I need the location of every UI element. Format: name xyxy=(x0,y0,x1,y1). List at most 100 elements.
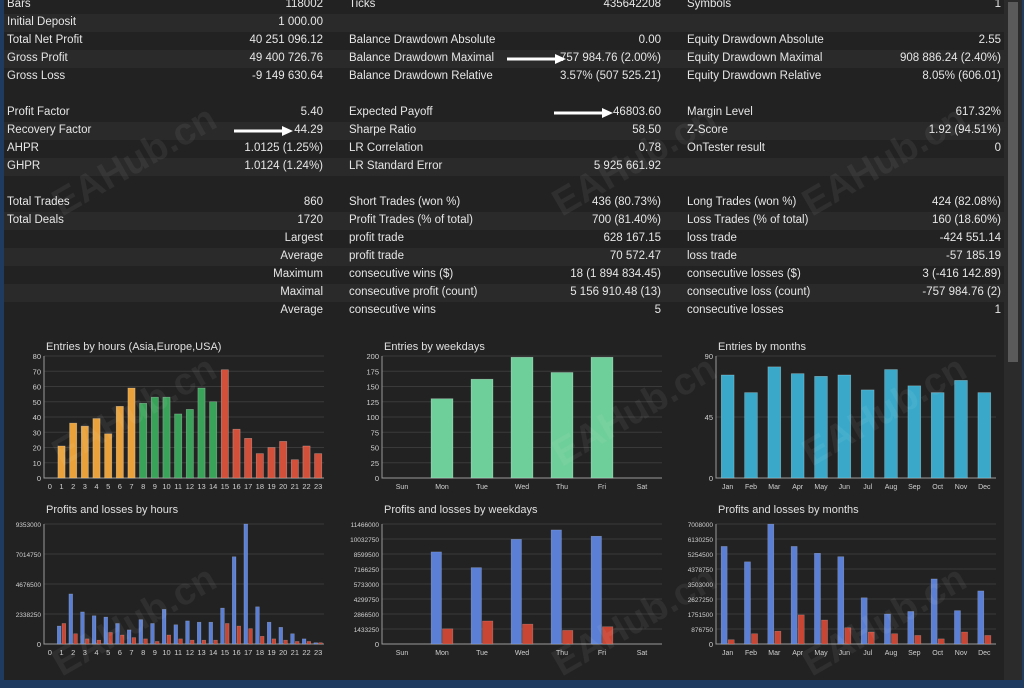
bar xyxy=(185,409,194,479)
stats-row: Maximal consecutive profit (count) 5 156 9… xyxy=(4,284,1004,302)
profit-bar xyxy=(430,551,442,645)
x-tick-label: 14 xyxy=(209,482,217,491)
loss-bar xyxy=(201,639,206,645)
x-tick-label: 5 xyxy=(106,482,110,491)
x-tick-label: 17 xyxy=(244,648,252,657)
x-tick-label: 4 xyxy=(94,482,98,491)
bar xyxy=(209,401,218,479)
x-tick-label: 15 xyxy=(221,482,229,491)
y-tick-label: 50 xyxy=(371,444,379,453)
bar xyxy=(104,433,113,479)
x-tick-label: Mon xyxy=(435,484,449,491)
stats-row: Profit Factor 5.40 Expected Payoff 46803.60… xyxy=(4,104,1004,122)
x-tick-label: 23 xyxy=(314,482,322,491)
y-tick-label: 0 xyxy=(709,640,713,649)
y-tick-label: 5733000 xyxy=(354,582,380,589)
vertical-scrollbar[interactable] xyxy=(1004,0,1022,680)
profit-bar xyxy=(290,633,295,645)
y-tick-label: 2338250 xyxy=(16,612,42,619)
y-tick-label: 1433250 xyxy=(354,627,380,634)
scrollbar-thumb[interactable] xyxy=(1008,2,1018,362)
profit-bar xyxy=(127,629,132,645)
stat-label: consecutive wins ($) xyxy=(349,268,454,280)
stat-label: GHPR xyxy=(7,160,41,172)
x-tick-label: 4 xyxy=(94,648,98,657)
y-tick-label: 125 xyxy=(366,398,379,407)
y-tick-label: 0 xyxy=(375,640,379,649)
profit-bar xyxy=(720,546,728,645)
stat-value: 424 (82.08%) xyxy=(931,196,1001,208)
x-tick-label: 20 xyxy=(279,648,287,657)
profit-bar xyxy=(550,529,562,645)
profit-bar xyxy=(185,620,190,645)
y-tick-label: 3503000 xyxy=(688,582,714,589)
loss-bar xyxy=(797,614,805,645)
x-tick-label: 17 xyxy=(244,482,252,491)
chart-axes xyxy=(43,356,324,479)
x-tick-label: 10 xyxy=(162,482,170,491)
y-tick-label: 40 xyxy=(33,413,41,422)
bar xyxy=(930,392,945,479)
chart-title: Profits and losses by months xyxy=(718,504,859,516)
profit-bar xyxy=(767,523,775,645)
x-tick-label: Sat xyxy=(637,650,648,657)
x-tick-label: Sun xyxy=(396,650,409,657)
bar xyxy=(510,356,534,479)
stats-row: Gross Loss -9 149 630.64 Balance Drawdown … xyxy=(4,68,1004,86)
chart-svg: 0 1433250 2866500 4299750 5733000 7166250 8599… xyxy=(350,522,662,657)
chart-panel: Profits and losses by months 0 876750 17515… xyxy=(680,498,1004,666)
profit-bar xyxy=(68,593,73,645)
annotation-arrow-icon xyxy=(554,108,613,118)
stat-value: 5 156 910.48 (13) xyxy=(570,286,661,298)
x-tick-label: Nov xyxy=(955,484,968,491)
loss-bar xyxy=(602,626,614,645)
y-tick-label: 150 xyxy=(366,383,379,392)
stat-label: Equity Drawdown Maximal xyxy=(687,52,823,64)
loss-bar xyxy=(306,641,311,645)
stat-label: Margin Level xyxy=(687,106,753,118)
x-tick-label: 1 xyxy=(59,482,63,491)
stat-label: LR Correlation xyxy=(349,142,424,154)
profit-bar xyxy=(744,561,751,645)
stat-label: Ticks xyxy=(349,0,376,10)
loss-bar xyxy=(190,639,195,645)
y-tick-label: 4299750 xyxy=(354,597,380,604)
stat-value: 49 400 726.76 xyxy=(249,52,323,64)
chart-axes xyxy=(715,356,996,479)
x-tick-label: 7 xyxy=(129,482,133,491)
y-tick-label: 90 xyxy=(705,352,713,361)
bar xyxy=(314,453,323,479)
profit-bar xyxy=(814,552,821,645)
bar xyxy=(197,387,206,479)
stat-label: Equity Drawdown Absolute xyxy=(687,34,824,46)
stat-label: Symbols xyxy=(687,0,732,10)
y-tick-label: 60 xyxy=(33,383,41,392)
x-tick-label: Dec xyxy=(978,484,991,491)
x-tick-label: Aug xyxy=(885,484,898,491)
y-tick-label: 7166250 xyxy=(354,567,380,574)
profit-bar xyxy=(115,623,120,645)
loss-bar xyxy=(442,628,454,645)
stat-value: 2.55 xyxy=(978,34,1001,46)
loss-bar xyxy=(143,638,148,645)
x-tick-label: Fri xyxy=(598,484,607,491)
x-tick-label: 21 xyxy=(291,482,299,491)
stat-value: Largest xyxy=(284,232,323,244)
stat-value: -757 984.76 (2) xyxy=(922,286,1001,298)
chart-title: Profits and losses by weekdays xyxy=(384,504,538,516)
x-tick-label: Jul xyxy=(863,650,872,657)
chart-title: Profits and losses by hours xyxy=(46,504,179,516)
loss-bar xyxy=(120,634,125,645)
y-tick-label: 0 xyxy=(709,474,713,483)
bar xyxy=(790,373,805,479)
profit-bar xyxy=(884,613,891,645)
bar xyxy=(80,425,89,479)
x-tick-label: Sun xyxy=(396,484,409,491)
stat-label: Profit Trades (% of total) xyxy=(349,214,473,226)
bar xyxy=(267,447,276,479)
stat-label: LR Standard Error xyxy=(349,160,443,172)
x-tick-label: 18 xyxy=(256,482,264,491)
stat-value: 118002 xyxy=(285,0,323,10)
loss-bar xyxy=(73,633,78,645)
